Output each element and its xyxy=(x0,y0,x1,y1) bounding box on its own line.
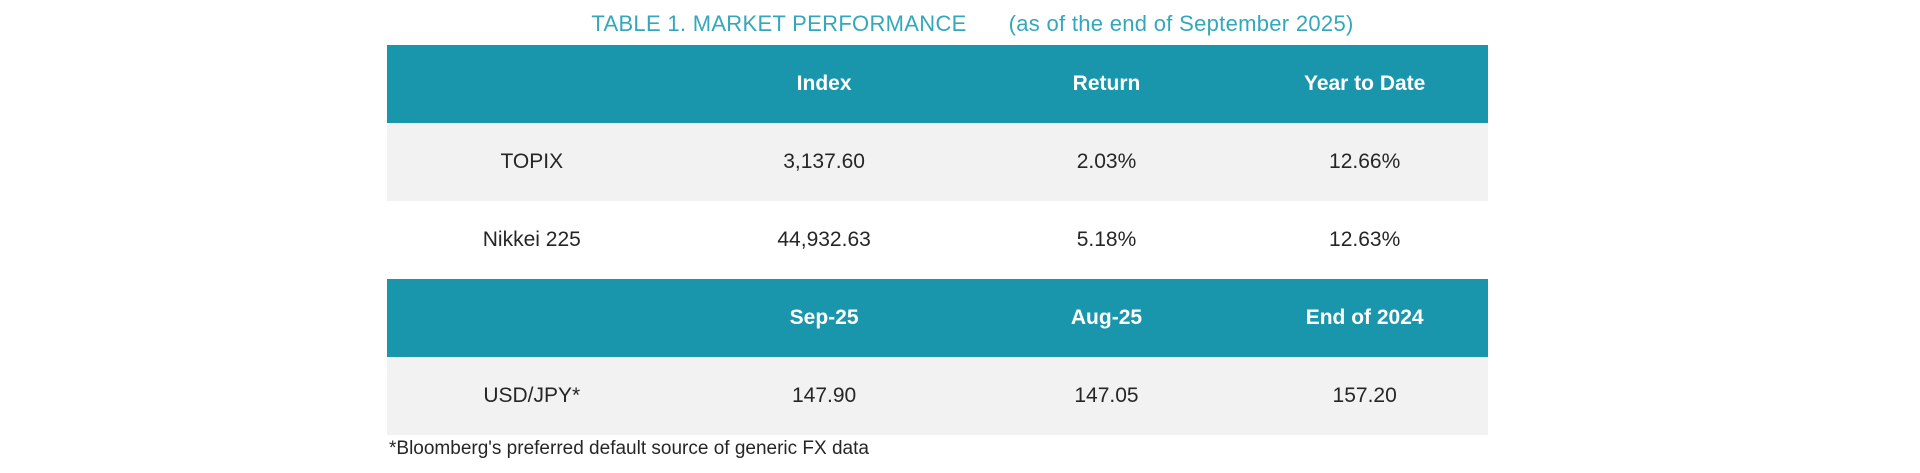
market-performance-table: Index Return Year to Date TOPIX 3,137.60… xyxy=(387,45,1488,435)
topix-return-value: 2.03% xyxy=(1076,150,1137,173)
table-title-main: TABLE 1. MARKET PERFORMANCE xyxy=(591,11,967,36)
nikkei-return-value: 5.18% xyxy=(1076,228,1137,251)
usdjpy-end2024-value: 157.20 xyxy=(1332,384,1397,407)
usdjpy-aug25-value: 147.05 xyxy=(1074,384,1139,407)
fx-header-empty-cell xyxy=(387,279,677,357)
nikkei-ytd-value: 12.63% xyxy=(1329,228,1401,251)
index-header-return: Return xyxy=(1072,72,1141,95)
fx-header-row: Sep-25 Aug-25 End of 2024 xyxy=(387,279,1488,357)
index-header-empty-cell xyxy=(387,45,677,123)
table-row-usdjpy: USD/JPY* 147.90 147.05 157.20 xyxy=(387,357,1488,435)
nikkei-index-value: 44,932.63 xyxy=(777,228,871,251)
topix-ytd-value: 12.66% xyxy=(1329,150,1401,173)
footnote: *Bloomberg's preferred default source of… xyxy=(389,438,869,459)
fx-header-sep25: Sep-25 xyxy=(789,306,859,329)
table-title-subtitle: (as of the end of September 2025) xyxy=(1008,11,1354,36)
index-header-index: Index xyxy=(796,72,852,95)
table-row-nikkei: Nikkei 225 44,932.63 5.18% 12.63% xyxy=(387,201,1488,279)
usdjpy-sep25-value: 147.90 xyxy=(791,384,857,407)
index-header-ytd: Year to Date xyxy=(1303,72,1426,95)
nikkei-label: Nikkei 225 xyxy=(482,228,581,251)
topix-index-value: 3,137.60 xyxy=(783,150,865,173)
topix-label: TOPIX xyxy=(500,150,564,173)
index-header-row: Index Return Year to Date xyxy=(387,45,1488,123)
fx-header-end2024: End of 2024 xyxy=(1305,306,1424,329)
table-row-topix: TOPIX 3,137.60 2.03% 12.66% xyxy=(387,123,1488,201)
fx-header-aug25: Aug-25 xyxy=(1070,306,1143,329)
usdjpy-label: USD/JPY* xyxy=(483,384,581,407)
table-title: TABLE 1. MARKET PERFORMANCE (as of the en… xyxy=(387,8,1488,40)
